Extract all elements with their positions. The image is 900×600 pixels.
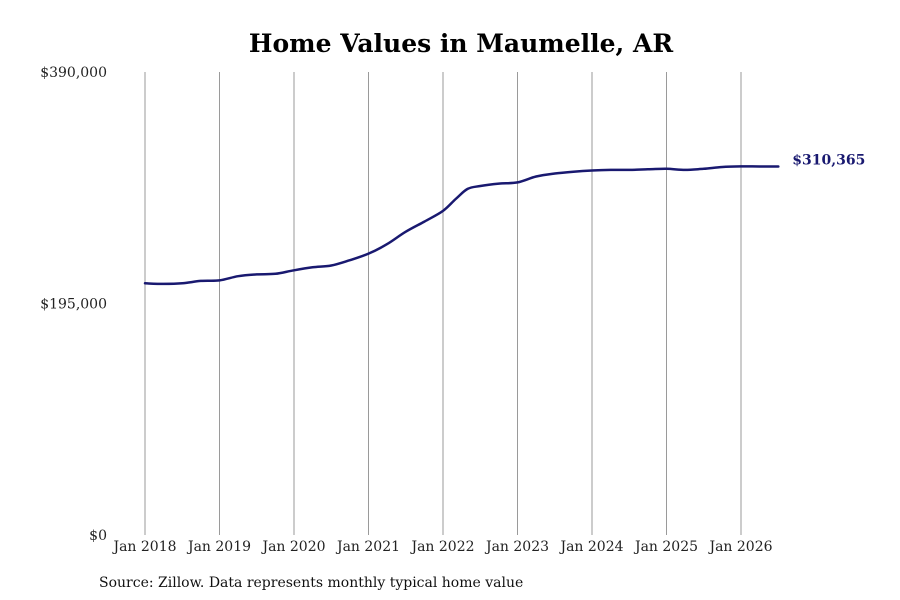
x-tick-label: Jan 2023 — [484, 539, 549, 555]
series-line — [143, 165, 780, 286]
series-layer — [143, 165, 780, 286]
x-tick-label: Jan 2019 — [186, 539, 251, 555]
source-note: Source: Zillow. Data represents monthly … — [99, 575, 523, 591]
x-tick-label: Jan 2024 — [558, 539, 623, 555]
x-tick-label: Jan 2022 — [409, 539, 474, 555]
chart-title: Home Values in Maumelle, AR — [249, 29, 674, 58]
y-tick-label: $0 — [89, 528, 107, 544]
x-tick-label: Jan 2018 — [111, 539, 176, 555]
y-tick-label: $195,000 — [40, 297, 107, 313]
x-tick-label: Jan 2025 — [633, 539, 698, 555]
grid-lines — [144, 72, 742, 535]
x-tick-label: Jan 2020 — [260, 539, 325, 555]
x-tick-label: Jan 2021 — [335, 539, 400, 555]
y-axis-ticks: $390,000 $195,000 $0 — [40, 65, 107, 544]
y-tick-label: $390,000 — [40, 65, 107, 81]
end-value-label: $310,365 — [792, 153, 865, 169]
x-axis-ticks: Jan 2018 Jan 2019 Jan 2020 Jan 2021 Jan 2022… — [111, 539, 772, 555]
x-tick-label: Jan 2026 — [707, 539, 772, 555]
